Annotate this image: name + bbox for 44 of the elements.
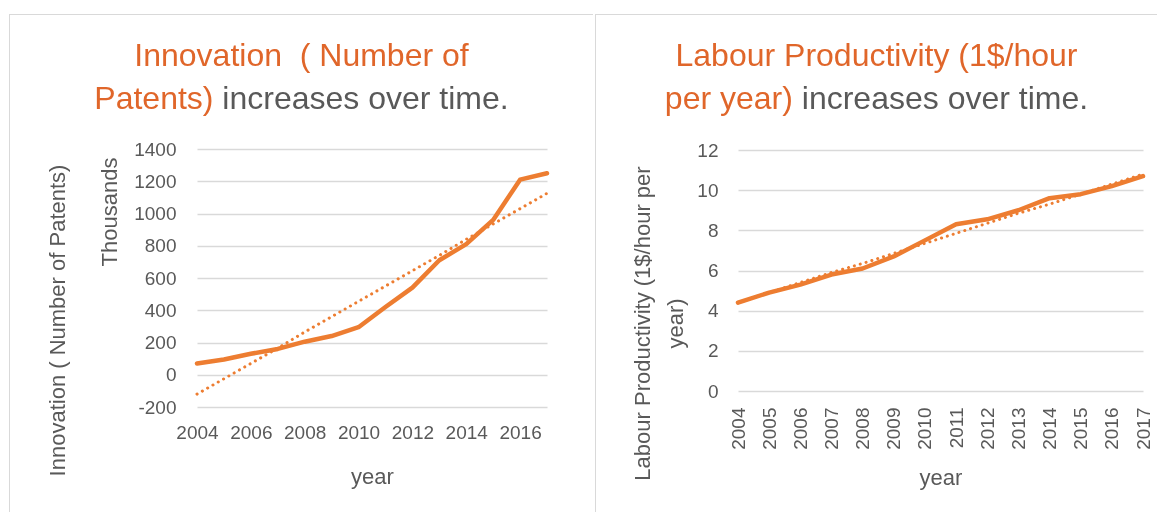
x-tick-label: 2009 — [883, 407, 905, 450]
y-tick-label: 400 — [144, 299, 177, 321]
x-tick-label: 2014 — [1039, 407, 1061, 450]
chart-title: Labour Productivity (1$/hour per year) increases over time. — [664, 37, 1089, 116]
x-tick-label: 2011 — [945, 407, 967, 449]
y-tick-label: 1400 — [134, 138, 177, 160]
y-tick-label: 0 — [707, 380, 719, 402]
y-tick-label: 200 — [144, 332, 177, 353]
y-tick-label: 1000 — [134, 203, 177, 224]
x-tick-label: 2004 — [176, 421, 220, 443]
y-axis-title: Innovation ( Number of Patents) — [44, 164, 70, 477]
chart-title: Innovation ( Number of Patents) increases over time. — [94, 37, 509, 116]
y-tick-label: 12 — [697, 139, 719, 161]
x-axis-title: year — [919, 464, 963, 490]
y-tick-label: 8 — [707, 219, 719, 241]
x-tick-label: 2012 — [391, 421, 435, 443]
x-tick-label: 2010 — [337, 421, 381, 443]
x-tick-label: 2016 — [1101, 407, 1123, 450]
y-tick-label: 10 — [697, 179, 719, 201]
y-tick-label: 2 — [707, 340, 719, 362]
x-tick-label: 2008 — [852, 407, 874, 450]
x-tick-label: 2013 — [1007, 407, 1029, 450]
x-tick-label: 2008 — [284, 421, 327, 443]
x-tick-label: 2012 — [976, 407, 998, 450]
x-tick-label: 2010 — [914, 407, 936, 450]
y-tick-label: 6 — [707, 260, 719, 281]
x-tick-label: 2006 — [230, 421, 273, 443]
y-tick-label: -200 — [138, 396, 177, 418]
y-tick-label: 1200 — [134, 170, 177, 192]
x-tick-label: 2015 — [1070, 407, 1092, 450]
x-tick-label: 2007 — [820, 407, 842, 450]
y-tick-label: 600 — [144, 267, 177, 289]
text: Thousands — [97, 157, 122, 267]
y-axis-title: Labour Productivity (1$/hour per year) — [629, 166, 688, 481]
y-tick-label: 0 — [165, 364, 177, 386]
y-tick-label: 800 — [144, 235, 177, 257]
x-tick-label: 2006 — [789, 407, 811, 450]
x-tick-label: 2014 — [445, 421, 489, 443]
x-tick-label: 2017 — [1132, 407, 1154, 450]
y-tick-label: 4 — [707, 300, 719, 322]
x-tick-label: 2005 — [758, 407, 780, 450]
x-tick-label: 2016 — [499, 421, 542, 443]
x-tick-label: 2004 — [727, 407, 749, 450]
x-axis-title: year — [351, 463, 394, 489]
